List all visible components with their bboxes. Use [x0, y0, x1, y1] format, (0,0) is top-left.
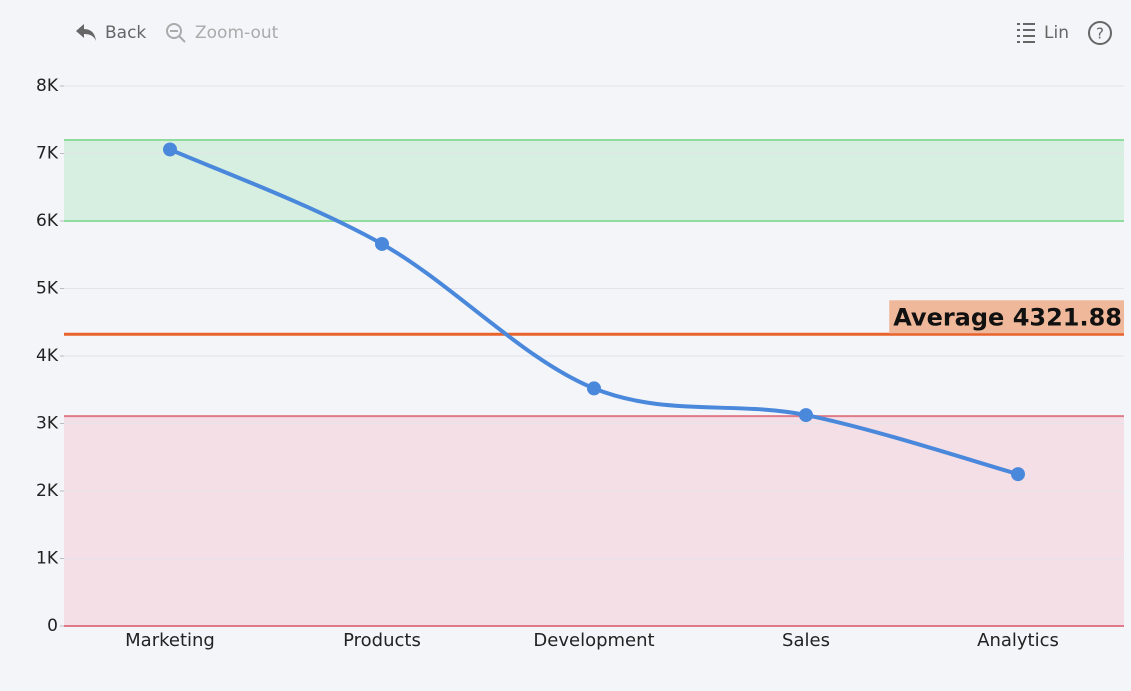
zoom-out-button[interactable]: Zoom-out	[166, 23, 279, 43]
y-tick-label: 1K	[36, 549, 59, 569]
scale-label[interactable]: Lin	[1044, 23, 1069, 43]
y-tick-label: 2K	[36, 481, 59, 501]
x-tick-label: Products	[343, 630, 421, 651]
y-tick-label: 4K	[36, 346, 59, 366]
zoom-icon-handle	[178, 35, 186, 43]
point	[799, 408, 813, 423]
y-tick-label: 0	[47, 616, 58, 636]
x-tick-label: Analytics	[977, 630, 1059, 651]
point	[375, 236, 389, 251]
average-label-bg	[889, 300, 1124, 334]
back-button[interactable]: Back	[76, 23, 146, 43]
help-icon	[1088, 21, 1112, 45]
scale-button[interactable]: Lin	[1017, 23, 1069, 43]
threshold-band	[64, 416, 1124, 626]
list-icon	[1017, 23, 1035, 43]
y-tick-label: 3K	[36, 414, 59, 434]
back-label[interactable]: Back	[105, 23, 146, 43]
help-label[interactable]: ?	[1096, 25, 1104, 43]
zoom-out-label[interactable]: Zoom-out	[195, 23, 279, 43]
point	[1011, 467, 1025, 482]
y-tick-label: 6K	[36, 211, 59, 231]
x-tick-label: Marketing	[125, 630, 215, 651]
help-button[interactable]: ?	[1088, 21, 1112, 45]
zoom-icon	[166, 23, 182, 39]
y-tick-label: 7K	[36, 144, 59, 164]
y-tick-label: 8K	[36, 76, 59, 96]
x-tick-label: Sales	[782, 630, 830, 651]
x-tick-label: Development	[533, 630, 654, 651]
point	[587, 381, 601, 396]
back-icon	[76, 24, 96, 41]
point	[163, 142, 177, 157]
average-label: Average 4321.88	[893, 303, 1122, 331]
y-tick-label: 5K	[36, 279, 59, 299]
threshold-band	[64, 140, 1124, 221]
